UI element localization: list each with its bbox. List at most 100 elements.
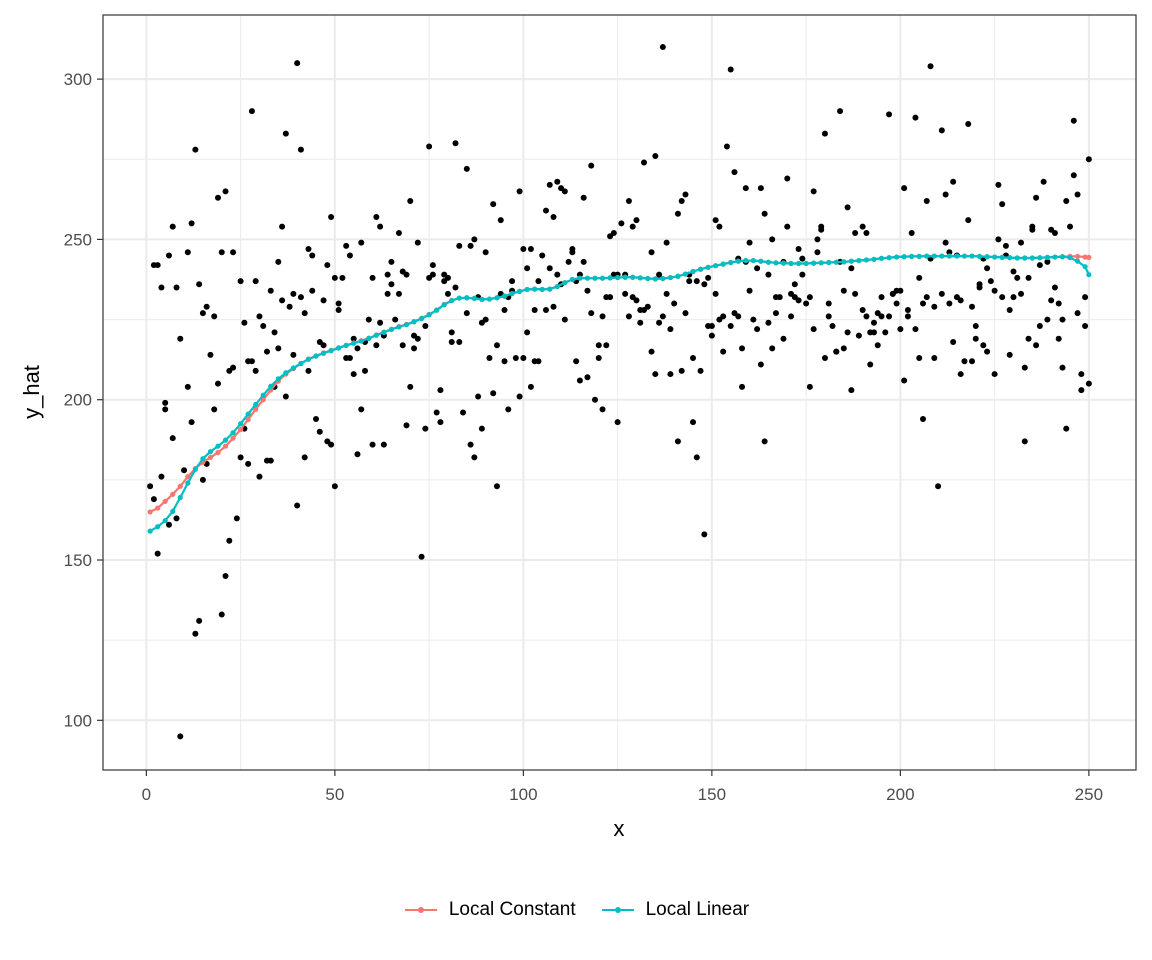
data-point [1010, 268, 1016, 274]
data-point [912, 326, 918, 332]
data-point [946, 301, 952, 307]
data-point [309, 252, 315, 258]
data-point [1075, 310, 1081, 316]
data-point [950, 179, 956, 185]
series-point-local-linear [690, 269, 695, 274]
series-point-local-linear [849, 259, 854, 264]
data-point [773, 310, 779, 316]
series-point-local-linear [1030, 255, 1035, 260]
data-point [490, 201, 496, 207]
data-point [897, 326, 903, 332]
series-point-local-linear [449, 298, 454, 303]
series-point-local-linear [577, 276, 582, 281]
data-point [577, 377, 583, 383]
data-point [626, 313, 632, 319]
data-point [792, 294, 798, 300]
data-point [916, 275, 922, 281]
data-point [430, 262, 436, 268]
data-point [973, 323, 979, 329]
data-point [174, 515, 180, 521]
legend-key-local-constant [403, 900, 439, 920]
data-point [547, 182, 553, 188]
data-point [551, 214, 557, 220]
data-point [1071, 172, 1077, 178]
data-point [747, 288, 753, 294]
data-point [747, 240, 753, 246]
data-point [909, 230, 915, 236]
series-point-local-linear [962, 253, 967, 258]
data-point [848, 265, 854, 271]
data-point [784, 224, 790, 230]
data-point [385, 291, 391, 297]
data-point [238, 278, 244, 284]
data-point [245, 358, 251, 364]
data-point [290, 291, 296, 297]
data-point [1003, 243, 1009, 249]
data-point [886, 111, 892, 117]
series-point-local-linear [396, 324, 401, 329]
data-point [181, 467, 187, 473]
data-point [1086, 156, 1092, 162]
data-point [754, 265, 760, 271]
chart-canvas: 0 50 100 150 200 250 100 150 200 250 300 x y_hat [0, 0, 1152, 880]
data-point [943, 192, 949, 198]
series-point-local-linear [1083, 264, 1088, 269]
data-point [498, 217, 504, 223]
series-point-local-linear [509, 291, 514, 296]
data-point [223, 188, 229, 194]
data-point [875, 342, 881, 348]
x-axis-ticks: 0 50 100 150 200 250 [142, 770, 1103, 804]
series-point-local-linear [381, 330, 386, 335]
series-point-local-linear [758, 259, 763, 264]
data-point [1082, 323, 1088, 329]
data-point [988, 278, 994, 284]
data-point [931, 355, 937, 361]
series-point-local-linear [1007, 255, 1012, 260]
data-point [524, 329, 530, 335]
series-point-local-linear [193, 467, 198, 472]
data-point [1056, 301, 1062, 307]
data-point [313, 416, 319, 422]
series-point-local-linear [1060, 254, 1065, 259]
data-point [837, 108, 843, 114]
data-point [562, 317, 568, 323]
data-point [705, 275, 711, 281]
data-point [147, 483, 153, 489]
data-point [403, 272, 409, 278]
series-point-local-constant [1086, 255, 1091, 260]
data-point [358, 406, 364, 412]
data-point [863, 313, 869, 319]
series-point-local-linear [600, 276, 605, 281]
series-point-local-linear [472, 296, 477, 301]
series-point-local-linear [374, 333, 379, 338]
data-point [999, 294, 1005, 300]
y-tick-label: 150 [64, 551, 92, 570]
data-point [174, 285, 180, 291]
y-axis-ticks: 100 150 200 250 300 [64, 70, 103, 730]
data-point [765, 272, 771, 278]
data-point [920, 416, 926, 422]
series-point-local-linear [781, 261, 786, 266]
data-point [954, 294, 960, 300]
data-point [155, 551, 161, 557]
data-point [788, 313, 794, 319]
data-point [769, 236, 775, 242]
data-point [912, 115, 918, 121]
data-point [211, 313, 217, 319]
data-point [539, 252, 545, 258]
data-point [517, 188, 523, 194]
data-point [1075, 192, 1081, 198]
plot-panel-background [103, 15, 1136, 770]
data-point [279, 297, 285, 303]
y-tick-label: 300 [64, 70, 92, 89]
data-point [272, 329, 278, 335]
data-point [543, 208, 549, 214]
data-point [784, 176, 790, 182]
data-point [471, 454, 477, 460]
x-tick-label: 250 [1075, 785, 1103, 804]
data-point [894, 288, 900, 294]
data-point [618, 220, 624, 226]
data-point [554, 272, 560, 278]
data-point [600, 406, 606, 412]
data-point [905, 313, 911, 319]
